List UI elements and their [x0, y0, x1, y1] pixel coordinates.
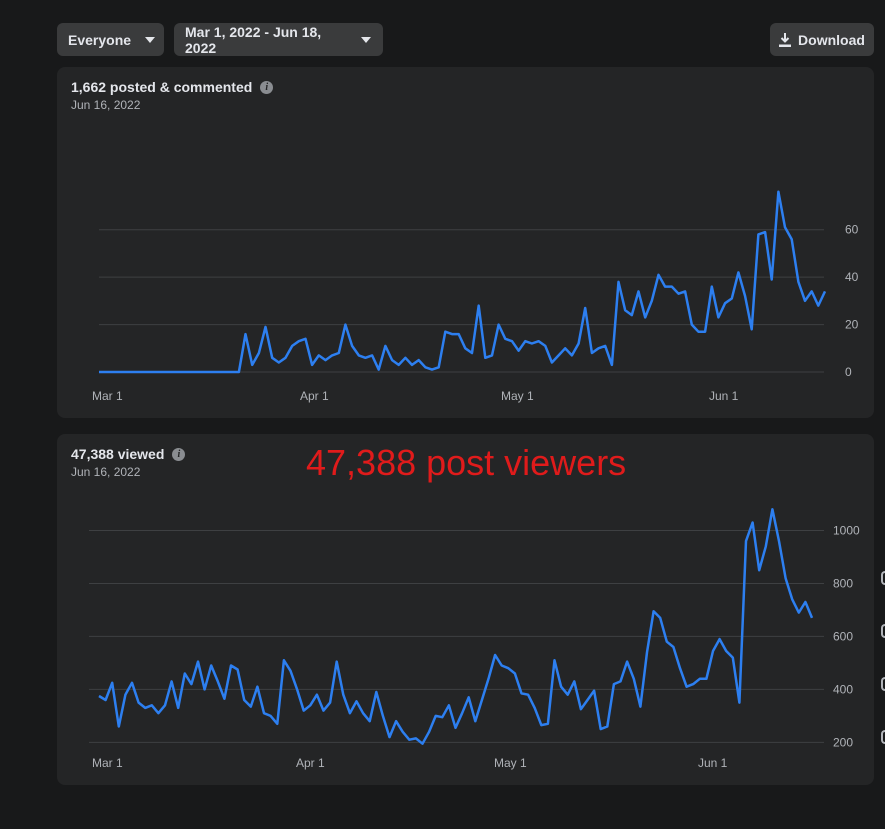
- annotation-text: 47,388 post viewers: [306, 442, 627, 483]
- caret-down-icon: [145, 36, 156, 43]
- edge-shape: [881, 571, 885, 585]
- download-icon: [779, 32, 792, 47]
- posted-commented-card: 1,662 posted & commented i Jun 16, 2022 …: [57, 67, 874, 418]
- edge-shape: [881, 677, 885, 691]
- viewed-chart: 200 400 600 800 1000 Mar 1 Apr 1 May 1 Jun 1: [89, 508, 860, 770]
- download-button[interactable]: Download: [770, 23, 874, 56]
- viewed-title: 47,388 viewed: [71, 446, 165, 462]
- viewed-card: 47,388 viewed i Jun 16, 2022 200 400 600 80…: [57, 434, 874, 785]
- y-tick-label: 20: [845, 318, 859, 332]
- y-tick-label: 40: [845, 270, 859, 284]
- info-icon[interactable]: i: [172, 447, 186, 461]
- audience-dropdown-label: Everyone: [68, 31, 132, 48]
- x-tick-label: May 1: [494, 756, 527, 770]
- y-tick-label: 200: [833, 735, 853, 749]
- card-date: Jun 16, 2022: [71, 98, 141, 112]
- y-tick-label: 0: [845, 365, 852, 379]
- y-tick-label: 800: [833, 576, 853, 590]
- x-tick-label: May 1: [501, 389, 534, 403]
- caret-down-icon: [361, 36, 371, 43]
- date-range-dropdown[interactable]: Mar 1, 2022 - Jun 18, 2022: [174, 23, 383, 56]
- posted-commented-chart: 0 20 40 60 Mar 1 Apr 1 May 1 Jun 1: [92, 190, 859, 403]
- x-tick-label: Apr 1: [300, 389, 329, 403]
- info-icon[interactable]: i: [260, 80, 274, 94]
- y-tick-label: 60: [845, 223, 859, 237]
- edge-shape: [881, 730, 885, 744]
- x-tick-label: Mar 1: [92, 389, 123, 403]
- x-tick-label: Mar 1: [92, 756, 123, 770]
- y-tick-label: 400: [833, 682, 853, 696]
- x-tick-label: Jun 1: [709, 389, 739, 403]
- x-tick-label: Jun 1: [698, 756, 728, 770]
- download-label: Download: [798, 31, 865, 48]
- card-title: 1,662 posted & commented i: [71, 79, 274, 95]
- card-title: 47,388 viewed i: [71, 446, 186, 462]
- series-line: [99, 190, 827, 374]
- x-tick-label: Apr 1: [296, 756, 325, 770]
- y-tick-label: 600: [833, 629, 853, 643]
- y-tick-label: 1000: [833, 523, 860, 537]
- posted-commented-title: 1,662 posted & commented: [71, 79, 253, 95]
- date-range-label: Mar 1, 2022 - Jun 18, 2022: [185, 23, 322, 56]
- edge-shape: [881, 624, 885, 638]
- series-line: [98, 508, 814, 745]
- card-date: Jun 16, 2022: [71, 465, 141, 479]
- audience-dropdown[interactable]: Everyone: [57, 23, 164, 56]
- toolbar: Everyone Mar 1, 2022 - Jun 18, 2022 Down…: [57, 23, 874, 56]
